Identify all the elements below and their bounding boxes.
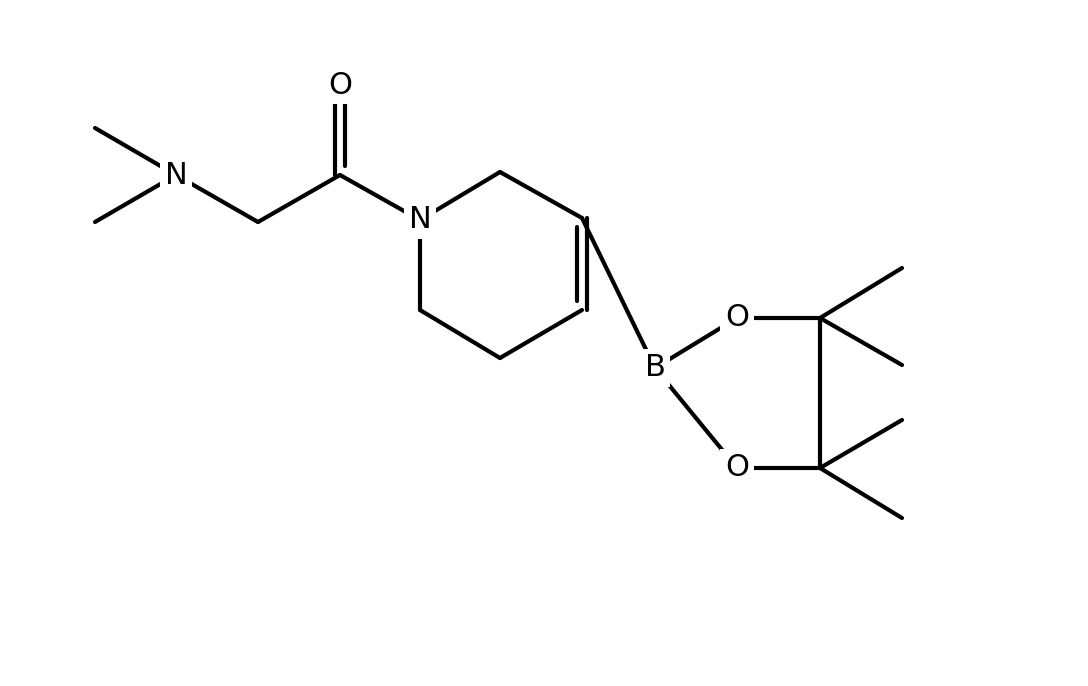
Text: O: O [327, 71, 353, 99]
Text: B: B [644, 353, 666, 383]
Text: O: O [725, 453, 749, 482]
Text: O: O [725, 303, 749, 333]
Text: N: N [164, 161, 187, 189]
Text: N: N [409, 206, 431, 235]
